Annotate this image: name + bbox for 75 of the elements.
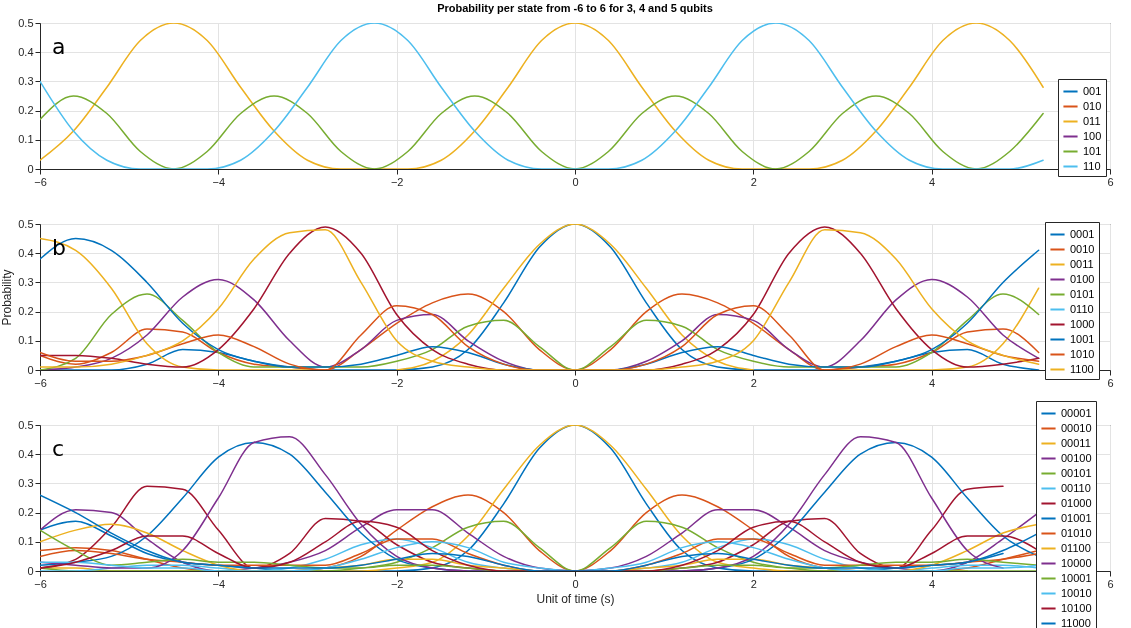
y-tick-label: 0.3: [18, 74, 34, 87]
x-tick-label: 2: [750, 577, 757, 590]
x-tick-label: −2: [390, 175, 404, 188]
y-tick-label: 0.5: [18, 217, 34, 230]
x-tick-label: 4: [929, 175, 936, 188]
x-tick-label: −2: [390, 577, 404, 590]
x-tick-label: 4: [929, 376, 936, 389]
legend-label: 0110: [1070, 302, 1094, 315]
legend-label: 01001: [1061, 511, 1092, 524]
legend-label: 00011: [1061, 436, 1091, 449]
legend-label: 01000: [1061, 496, 1092, 509]
legend-label: 101: [1083, 144, 1102, 157]
y-tick-label: 0.4: [18, 246, 34, 259]
chart-title: Probability per state from -6 to 6 for 3, 4 and 5 qubits: [437, 2, 713, 14]
legend-label: 10100: [1061, 601, 1092, 614]
y-tick-label: 0.1: [18, 535, 34, 548]
x-tick-label: 6: [1107, 376, 1114, 389]
x-tick-label: −6: [34, 376, 47, 389]
y-tick-label: 0.2: [18, 305, 34, 318]
x-tick-label: 4: [929, 577, 936, 590]
legend-label: 11000: [1061, 616, 1091, 628]
x-tick-label: 6: [1107, 175, 1114, 188]
x-tick-label: −6: [34, 577, 47, 590]
y-tick-label: 0.5: [18, 16, 34, 29]
y-tick-label: 0: [27, 363, 34, 376]
legend-label: 00101: [1061, 466, 1092, 479]
y-tick-label: 0: [27, 162, 34, 175]
y-tick-label: 0.2: [18, 506, 34, 519]
legend-label: 1001: [1070, 332, 1095, 345]
legend-label: 01010: [1061, 526, 1092, 539]
legend-label: 00010: [1061, 421, 1092, 434]
legend-label: 0001: [1070, 227, 1095, 240]
x-tick-label: 0: [572, 376, 579, 389]
x-tick-label: −4: [212, 175, 226, 188]
legend-label: 0010: [1070, 242, 1095, 255]
legend-label: 10010: [1061, 586, 1092, 599]
legend-label: 00100: [1061, 451, 1092, 464]
legend-label: 1000: [1070, 317, 1095, 330]
x-tick-label: 0: [572, 577, 579, 590]
x-tick-label: 2: [750, 376, 757, 389]
legend-label: 1010: [1070, 347, 1095, 360]
y-tick-label: 0: [27, 564, 34, 577]
legend-label: 011: [1083, 114, 1101, 127]
y-tick-label: 0.1: [18, 133, 34, 146]
legend-label: 001: [1083, 84, 1102, 97]
legend-label: 010: [1083, 99, 1102, 112]
x-tick-label: 6: [1107, 577, 1114, 590]
y-tick-label: 0.2: [18, 104, 34, 117]
x-tick-label: 2: [750, 175, 757, 188]
x-tick-label: −4: [212, 577, 226, 590]
legend-label: 1100: [1070, 362, 1094, 375]
x-tick-label: −2: [390, 376, 404, 389]
legend-label: 100: [1083, 129, 1102, 142]
legend-label: 10001: [1061, 571, 1092, 584]
y-tick-label: 0.3: [18, 476, 34, 489]
legend-label: 10000: [1061, 556, 1092, 569]
annotation: a: [52, 34, 66, 59]
legend-label: 00001: [1061, 406, 1092, 419]
x-axis-title: Unit of time (s): [536, 591, 615, 606]
y-tick-label: 0.3: [18, 275, 34, 288]
legend-label: 0101: [1070, 287, 1095, 300]
annotation: c: [52, 436, 65, 461]
y-tick-label: 0.5: [18, 418, 34, 431]
legend-label: 01100: [1061, 541, 1091, 554]
x-tick-label: 0: [572, 175, 579, 188]
y-axis-title: Probability: [0, 269, 15, 326]
y-tick-label: 0.1: [18, 334, 34, 347]
legend-label: 00110: [1061, 481, 1091, 494]
legend-label: 110: [1083, 159, 1101, 172]
y-tick-label: 0.4: [18, 447, 34, 460]
y-tick-label: 0.4: [18, 45, 34, 58]
x-tick-label: −4: [212, 376, 226, 389]
legend-label: 0011: [1070, 257, 1094, 270]
legend-label: 0100: [1070, 272, 1095, 285]
x-tick-label: −6: [34, 175, 47, 188]
